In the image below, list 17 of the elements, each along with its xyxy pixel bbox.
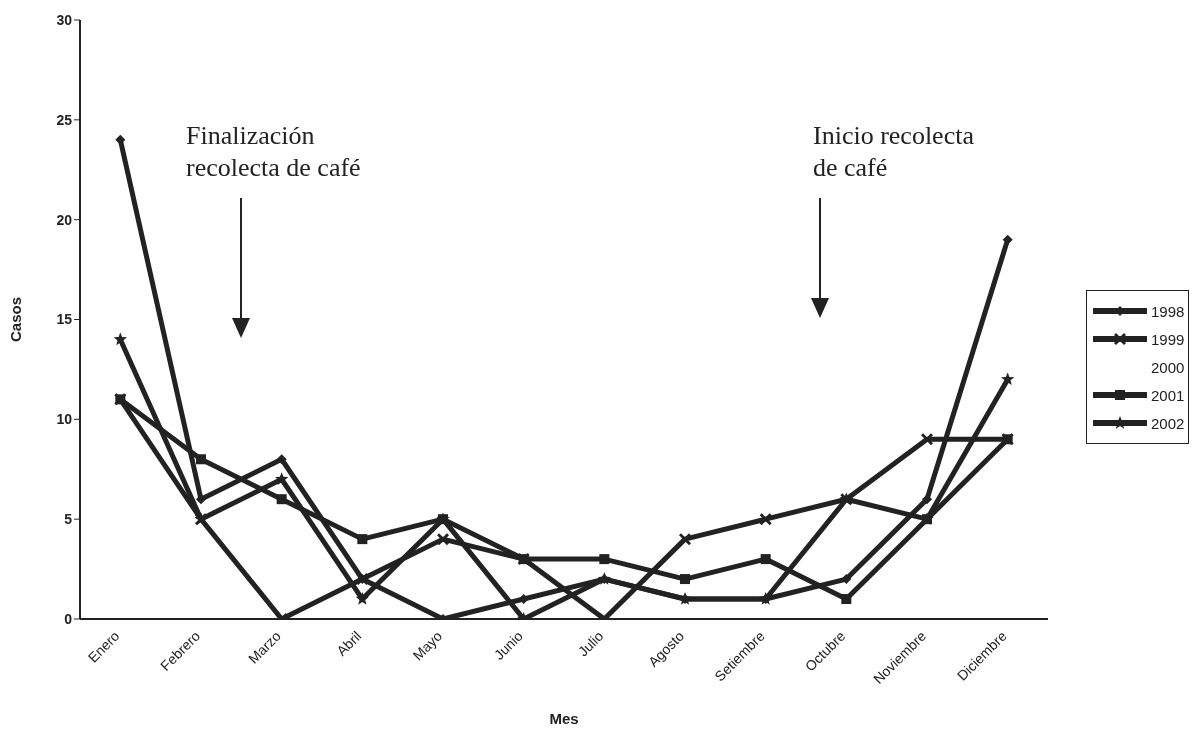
x-tick-label: Julio bbox=[574, 627, 607, 660]
y-axis-title: Casos bbox=[7, 296, 25, 343]
y-tick-label: 30 bbox=[56, 11, 73, 28]
y-tick-label: 25 bbox=[56, 111, 73, 128]
y-tick-label: 5 bbox=[64, 511, 73, 528]
x-axis-title: Mes bbox=[549, 710, 579, 727]
text: 2000 bbox=[1151, 358, 1185, 376]
legend-label: 2002 bbox=[1151, 414, 1185, 432]
y-tick-label: 10 bbox=[56, 411, 73, 428]
y-tick-label: 20 bbox=[56, 211, 73, 228]
y-tick-label: 0 bbox=[64, 610, 73, 627]
y-tick-label: 15 bbox=[56, 311, 73, 328]
legend-label: 1999 bbox=[1151, 330, 1185, 348]
legend-label: 2001 bbox=[1151, 386, 1185, 404]
annotation: Finalización recolecta de café bbox=[186, 120, 362, 184]
annotation: Inicio recolecta de café bbox=[813, 120, 975, 184]
legend-label: 1998 bbox=[1151, 302, 1185, 320]
